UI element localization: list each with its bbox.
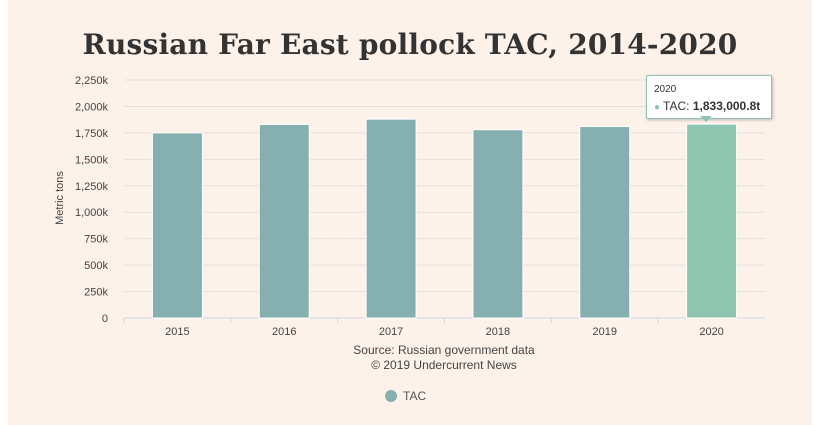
bar-2015[interactable] xyxy=(151,132,203,319)
tooltip: 2020 ● TAC: 1,833,000.8t xyxy=(646,75,772,119)
bar-2017[interactable] xyxy=(365,118,417,319)
bar-2020[interactable] xyxy=(686,123,738,319)
bar-2019[interactable] xyxy=(579,126,631,319)
x-tick-label: 2019 xyxy=(593,326,617,338)
legend-marker xyxy=(385,390,397,402)
y-tick-label: 750k xyxy=(84,234,108,246)
y-tick-label: 250k xyxy=(84,287,108,299)
tooltip-bullet: ● xyxy=(654,102,661,113)
tooltip-value: 1,833,000.8t xyxy=(692,99,761,113)
y-tick-label: 500k xyxy=(84,260,108,272)
y-tick-label: 2,000k xyxy=(75,101,109,113)
y-tick-label: 0 xyxy=(102,313,108,325)
legend-label: TAC xyxy=(403,389,427,403)
right-edge xyxy=(812,0,820,425)
y-tick-label: 2,250k xyxy=(75,75,109,87)
x-tick-label: 2020 xyxy=(699,326,723,338)
copyright-credit: © 2019 Undercurrent News xyxy=(371,358,517,372)
x-tick-label: 2018 xyxy=(486,326,510,338)
tooltip-series-label: TAC: xyxy=(663,99,690,113)
y-tick-label: 1,750k xyxy=(75,128,109,140)
y-tick-label: 1,000k xyxy=(75,207,109,219)
y-tick-label: 1,500k xyxy=(75,154,109,166)
y-axis-ticks: 0 250k 500k 750k 1,000k 1,250k 1,500k 1,750k 2,0… xyxy=(75,75,109,325)
x-tick-label: 2015 xyxy=(165,326,189,338)
x-tick-label: 2017 xyxy=(379,326,403,338)
tooltip-row: ● TAC: 1,833,000.8t xyxy=(654,99,760,113)
source-credit: Source: Russian government data xyxy=(353,343,535,357)
bars xyxy=(151,118,738,319)
bar-2016[interactable] xyxy=(258,123,310,319)
x-tick-label: 2016 xyxy=(272,326,296,338)
tooltip-year: 2020 xyxy=(654,84,677,95)
y-tick-label: 1,250k xyxy=(75,181,109,193)
tooltip-pointer xyxy=(700,116,712,122)
x-axis-ticks: 2015 2016 2017 2018 2019 2020 xyxy=(123,318,724,338)
legend-item-tac[interactable]: TAC xyxy=(385,389,426,403)
left-edge xyxy=(0,0,8,425)
bar-2018[interactable] xyxy=(472,129,524,319)
y-axis-label: Metric tons xyxy=(54,171,66,225)
chart-title: Russian Far East pollock TAC, 2014-2020 xyxy=(82,28,738,61)
